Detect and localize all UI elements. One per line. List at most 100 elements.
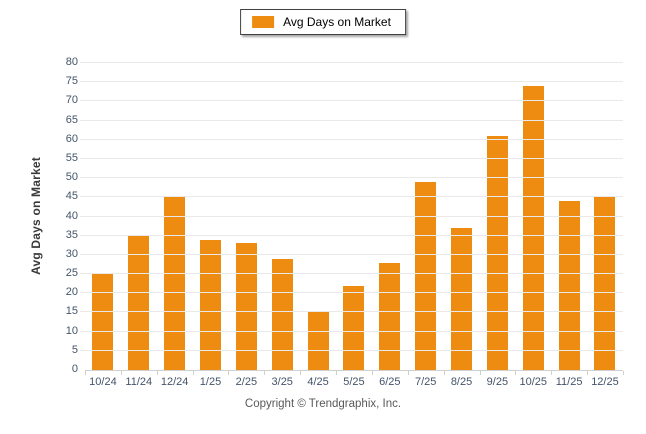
y-tick-label: 75 (65, 75, 78, 88)
bar-11/25 (558, 201, 580, 370)
y-tick-label: 15 (65, 305, 78, 318)
bar-series (85, 63, 623, 370)
x-label: 1/25 (199, 376, 222, 388)
gridline (80, 215, 623, 217)
x-label: 6/25 (379, 376, 401, 388)
y-tick-label: 65 (65, 113, 78, 126)
gridline (80, 157, 623, 159)
x-axis-tick (156, 371, 158, 375)
x-axis-tick (515, 371, 517, 375)
y-tick-label: 5 (71, 343, 78, 356)
x-axis-tick (443, 371, 445, 375)
gridline (80, 349, 623, 351)
x-axis-tick (300, 371, 302, 375)
y-tick-label: 20 (65, 286, 78, 299)
plot-area (80, 62, 624, 375)
y-tick-label: 80 (65, 56, 78, 68)
bar-2/25 (235, 243, 257, 370)
x-label: 4/25 (307, 376, 329, 388)
y-tick-label: 45 (65, 190, 78, 203)
gridline (80, 330, 623, 332)
bar-10/24 (92, 274, 114, 370)
x-axis-tick (336, 371, 338, 375)
x-label: 11/25 (555, 376, 583, 388)
gridline (80, 292, 623, 294)
bar-5/25 (343, 285, 365, 370)
gridline (80, 196, 623, 198)
bar-slot (408, 63, 444, 370)
x-label: 10/25 (519, 376, 547, 388)
bar-3/25 (271, 258, 293, 370)
bar-12/24 (164, 197, 186, 370)
bar-4/25 (307, 312, 329, 370)
x-axis-tick (407, 371, 409, 375)
x-label: 12/24 (160, 376, 189, 388)
bar-slot (193, 63, 229, 370)
bar-slot (515, 63, 551, 370)
bar-8/25 (451, 228, 473, 370)
x-label: 2/25 (235, 376, 258, 388)
bar-11/24 (128, 235, 150, 370)
y-tick-label: 40 (65, 209, 78, 222)
y-tick-label: 10 (65, 324, 78, 337)
x-axis-tick (587, 371, 589, 375)
bar-10/25 (522, 86, 544, 370)
bar-slot (587, 63, 623, 370)
x-label: 11/24 (125, 376, 153, 388)
gridline (80, 234, 623, 236)
x-axis-tick (228, 371, 230, 375)
copyright-footer: Copyright © Trendgraphix, Inc. (244, 398, 402, 410)
y-tick-label: 30 (65, 247, 78, 260)
gridline (80, 177, 623, 179)
x-label: 12/25 (591, 376, 619, 388)
x-axis-tick (623, 371, 624, 375)
y-tick-label: 60 (65, 132, 78, 145)
x-axis-tick (192, 371, 194, 375)
x-axis-tick (85, 371, 86, 375)
bar-slot (372, 63, 408, 370)
bar-1/25 (200, 239, 221, 370)
y-tick-label: 50 (65, 171, 78, 184)
x-axis-tick (371, 371, 373, 375)
gridline (80, 273, 623, 275)
bar-slot (264, 63, 300, 370)
bar-7/25 (415, 181, 437, 370)
gridline (80, 253, 623, 255)
legend-label: Avg Days on Market (283, 15, 391, 29)
x-axis-tick (264, 371, 266, 375)
gridline (80, 100, 623, 102)
x-axis-labels: 10/24 11/24 12/24 1/25 2/25 3/25 4/25 5/25 6/25 7… (85, 376, 623, 388)
x-axis-tick (551, 371, 553, 375)
legend-swatch-icon (252, 16, 275, 28)
chart-legend: Avg Days on Market (240, 9, 406, 35)
bar-12/25 (594, 197, 616, 370)
bar-slot (336, 63, 372, 370)
bar-slot (157, 63, 193, 370)
x-axis-tick (120, 371, 122, 375)
x-label: 10/24 (89, 376, 117, 388)
y-tick-label: 35 (65, 228, 78, 241)
y-tick-label: 25 (65, 267, 78, 280)
bar-slot (479, 63, 515, 370)
x-label: 3/25 (271, 376, 293, 388)
x-label: 9/25 (486, 376, 509, 388)
gridline (80, 81, 623, 83)
gridline (80, 62, 623, 63)
y-tick-label: 70 (65, 94, 78, 107)
bar-6/25 (379, 262, 401, 370)
gridline (80, 138, 623, 140)
bar-slot (300, 63, 336, 370)
bar-slot (444, 63, 480, 370)
bar-slot (228, 63, 264, 370)
bar-slot (85, 63, 121, 370)
bar-slot (551, 63, 587, 370)
bar-slot (121, 63, 157, 370)
x-label: 8/25 (450, 376, 473, 388)
x-label: 7/25 (414, 376, 437, 388)
y-axis-tick-labels: 0 5 10 15 20 25 30 35 40 45 50 55 60 65 70 75 80 (40, 56, 78, 375)
x-axis-tick (479, 371, 481, 375)
gridline (80, 119, 623, 121)
gridline (80, 311, 623, 313)
y-tick-label: 55 (65, 151, 78, 164)
